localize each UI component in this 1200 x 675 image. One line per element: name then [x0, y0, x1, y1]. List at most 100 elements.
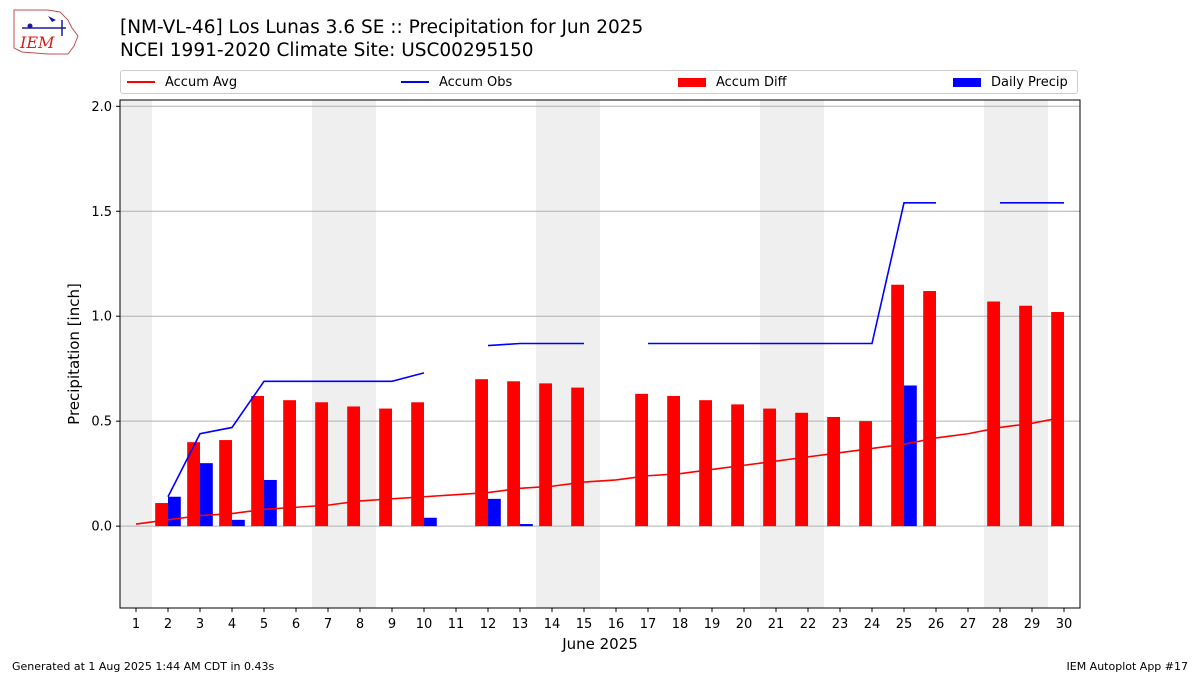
- bar-accum-diff-14: [539, 383, 552, 527]
- legend-label-accum-avg: Accum Avg: [165, 74, 238, 90]
- iem-logo: IEM: [13, 9, 79, 55]
- bar-accum-diff-15: [571, 387, 584, 527]
- bar-accum-diff-9: [379, 408, 392, 527]
- legend-swatch-accum-diff: [678, 77, 706, 87]
- bar-accum-diff-17: [635, 393, 648, 527]
- bar-accum-diff-3: [187, 442, 200, 527]
- legend-swatch-accum-obs: [401, 81, 429, 83]
- y-tick-label-4: 2.0: [91, 100, 112, 115]
- line-accum-avg-segment-0: [135, 416, 1065, 525]
- bar-accum-diff-13: [507, 381, 520, 527]
- line-accum-obs-segment-1: [487, 342, 584, 347]
- y-tick-label-1: 0.5: [91, 415, 112, 430]
- bar-accum-diff-18: [667, 395, 680, 527]
- bar-accum-diff-29: [1019, 305, 1032, 527]
- line-accum-obs-segment-2: [648, 202, 936, 345]
- x-tick-label-10: 10: [416, 617, 433, 632]
- legend-label-accum-obs: Accum Obs: [439, 74, 513, 90]
- x-tick-label-2: 2: [164, 617, 172, 632]
- bar-daily-precip-2: [168, 496, 181, 527]
- bar-accum-diff-12: [475, 379, 488, 527]
- x-tick-label-21: 21: [768, 617, 785, 632]
- y-tick-label-3: 1.5: [91, 205, 112, 220]
- x-tick-label-30: 30: [1056, 617, 1073, 632]
- legend-item-daily-precip: Daily Precip: [953, 71, 1068, 93]
- bar-accum-diff-21: [763, 408, 776, 527]
- x-tick-label-11: 11: [448, 617, 465, 632]
- x-tick-label-16: 16: [608, 617, 625, 632]
- bars: [155, 284, 1064, 527]
- bar-accum-diff-8: [347, 406, 360, 527]
- x-tick-label-12: 12: [480, 617, 497, 632]
- footer-generated: Generated at 1 Aug 2025 1:44 AM CDT in 0…: [12, 660, 275, 673]
- bar-daily-precip-13: [520, 524, 533, 527]
- footer-app: IEM Autoplot App #17: [1066, 660, 1189, 673]
- x-tick-label-5: 5: [260, 617, 268, 632]
- x-tick-label-26: 26: [928, 617, 945, 632]
- x-tick-label-3: 3: [196, 617, 204, 632]
- x-tick-label-6: 6: [292, 617, 300, 632]
- line-accum-obs-segment-0: [167, 372, 425, 498]
- x-tick-label-22: 22: [800, 617, 817, 632]
- bar-daily-precip-10: [424, 517, 437, 527]
- x-tick-label-17: 17: [640, 617, 657, 632]
- bar-daily-precip-3: [200, 463, 213, 527]
- legend-item-accum-avg: Accum Avg: [127, 71, 237, 93]
- bar-accum-diff-2: [155, 503, 168, 527]
- bar-accum-diff-6: [283, 400, 296, 527]
- x-tick-label-29: 29: [1024, 617, 1041, 632]
- bar-accum-diff-20: [731, 404, 744, 527]
- series-lines: [135, 202, 1065, 525]
- iem-logo-text: IEM: [19, 33, 55, 52]
- x-tick-label-28: 28: [992, 617, 1009, 632]
- y-tick-label-2: 1.0: [91, 310, 112, 325]
- bar-daily-precip-4: [232, 519, 245, 527]
- x-tick-label-13: 13: [512, 617, 529, 632]
- bar-accum-diff-23: [827, 416, 840, 527]
- x-tick-label-19: 19: [704, 617, 721, 632]
- chart-title: [NM-VL-46] Los Lunas 3.6 SE :: Precipita…: [120, 17, 644, 38]
- bar-accum-diff-25: [891, 284, 904, 527]
- legend-label-accum-diff: Accum Diff: [716, 74, 787, 90]
- x-tick-label-7: 7: [324, 617, 332, 632]
- weekend-band-0: [120, 100, 152, 608]
- bar-accum-diff-26: [923, 291, 936, 527]
- legend-item-accum-obs: Accum Obs: [401, 71, 512, 93]
- x-tick-label-4: 4: [228, 617, 236, 632]
- x-tick-label-18: 18: [672, 617, 689, 632]
- axes: 0.00.51.01.52.01 2 3 4 5 6 7 8 9 10 11 12 13 14 15 16 17…: [91, 100, 1072, 632]
- weekend-band-3: [760, 100, 824, 608]
- weekend-band-2: [536, 100, 600, 608]
- bar-accum-diff-19: [699, 400, 712, 527]
- x-tick-label-27: 27: [960, 617, 977, 632]
- x-axis-label: June 2025: [561, 635, 638, 653]
- legend: Accum Avg Accum Obs Accum Diff Daily Pre…: [120, 70, 1078, 94]
- plot-frame: [119, 99, 1081, 609]
- x-tick-label-1: 1: [132, 617, 140, 632]
- legend-swatch-accum-avg: [127, 81, 155, 83]
- legend-label-daily-precip: Daily Precip: [991, 74, 1068, 90]
- x-tick-label-20: 20: [736, 617, 753, 632]
- y-tick-label-0: 0.0: [91, 520, 112, 535]
- chart-subtitle: NCEI 1991-2020 Climate Site: USC00295150: [120, 40, 534, 61]
- bar-accum-diff-4: [219, 440, 232, 527]
- bar-accum-diff-28: [987, 301, 1000, 527]
- weekend-shading: [120, 100, 1048, 608]
- bar-daily-precip-25: [904, 385, 917, 527]
- legend-swatch-daily-precip: [953, 77, 981, 87]
- weekend-band-1: [312, 100, 376, 608]
- x-tick-label-15: 15: [576, 617, 593, 632]
- bar-accum-diff-24: [859, 421, 872, 527]
- bar-daily-precip-12: [488, 498, 501, 527]
- x-tick-label-25: 25: [896, 617, 913, 632]
- bar-daily-precip-5: [264, 479, 277, 527]
- grid-lines: [120, 105, 1080, 527]
- x-tick-label-23: 23: [832, 617, 849, 632]
- x-tick-label-24: 24: [864, 617, 881, 632]
- x-tick-label-9: 9: [388, 617, 396, 632]
- x-tick-label-14: 14: [544, 617, 561, 632]
- bar-accum-diff-22: [795, 412, 808, 527]
- bar-accum-diff-10: [411, 402, 424, 527]
- legend-item-accum-diff: Accum Diff: [678, 71, 787, 93]
